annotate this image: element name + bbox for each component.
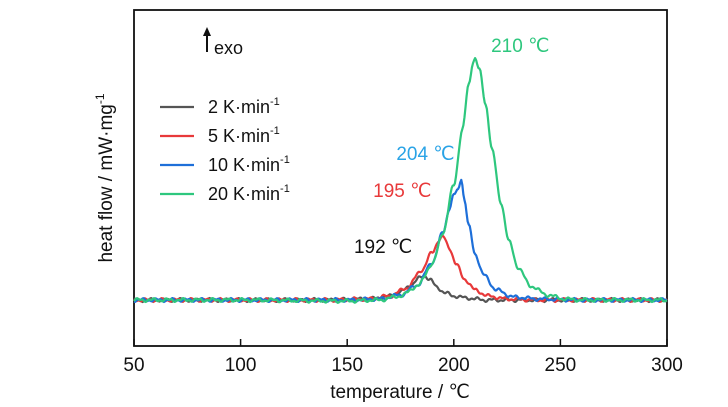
x-tick-label-300: 300	[651, 355, 683, 376]
plot-frame	[133, 9, 668, 347]
exo-label: exo	[214, 38, 243, 58]
peak-label-2: 195 ℃	[373, 181, 431, 202]
peak-annotations: 192 ℃ 195 ℃ 204 ℃ 210 ℃	[354, 36, 549, 258]
x-axis-ticks: 50 100 150 200 250 300	[123, 339, 683, 376]
legend-label-1: 2 K·min-1	[208, 96, 280, 117]
x-axis-title: temperature / ℃	[330, 382, 470, 403]
y-axis-title: heat flow / mW·mg-1	[93, 93, 117, 262]
x-tick-label-150: 150	[331, 355, 363, 376]
exo-indicator: exo	[203, 27, 243, 58]
series-line-4	[133, 57, 668, 304]
legend-label-3: 10 K·min-1	[208, 154, 290, 175]
x-tick-label-250: 250	[545, 355, 577, 376]
exo-arrow-icon	[203, 27, 211, 36]
legend-label-2: 5 K·min-1	[208, 125, 280, 146]
peak-label-3: 204 ℃	[396, 144, 454, 165]
series-lines	[133, 57, 668, 304]
y-axis-title-text: heat flow / mW·mg	[96, 104, 117, 262]
x-tick-label-50: 50	[123, 355, 144, 376]
y-axis-title-sup: -1	[93, 93, 107, 104]
legend: 2 K·min-1 5 K·min-1 10 K·min-1 20 K·min-1	[160, 96, 290, 204]
peak-label-4: 210 ℃	[491, 36, 549, 57]
legend-label-4: 20 K·min-1	[208, 183, 290, 204]
x-tick-label-200: 200	[438, 355, 470, 376]
x-tick-label-100: 100	[225, 355, 257, 376]
peak-label-1: 192 ℃	[354, 237, 412, 258]
